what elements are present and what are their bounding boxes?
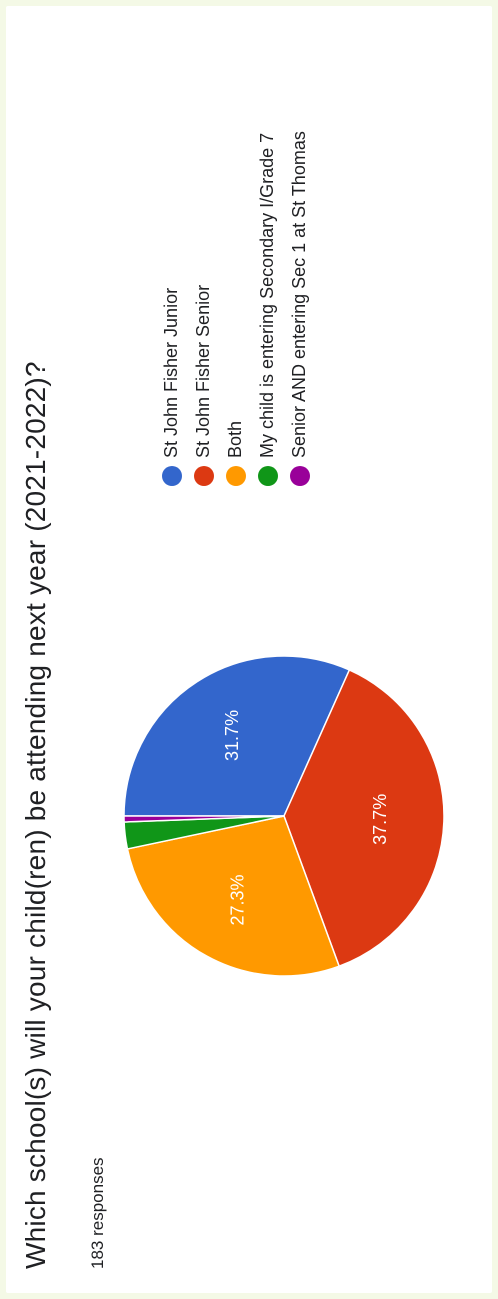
- legend-color-dot: [258, 466, 278, 486]
- legend-label: Senior AND entering Sec 1 at St Thomas: [289, 131, 309, 458]
- pie-slice: [123, 655, 351, 817]
- legend-item: My child is entering Secondary I/Grade 7: [257, 66, 278, 486]
- legend-color-dot: [290, 466, 310, 486]
- legend-label: St John Fisher Junior: [161, 287, 181, 458]
- slice-percent-label: 37.7%: [370, 794, 390, 845]
- legend-item: St John Fisher Senior: [193, 66, 214, 486]
- slice-percent-label: 31.7%: [222, 710, 242, 761]
- pie-slice: [126, 815, 341, 977]
- pie-slice: [283, 668, 445, 968]
- pie-slice: [123, 815, 285, 823]
- legend-label: Both: [225, 420, 245, 458]
- legend-item: Senior AND entering Sec 1 at St Thomas: [289, 66, 310, 486]
- chart-legend: St John Fisher Junior St John Fisher Seni…: [161, 66, 321, 486]
- rotated-content: Which school(s) will your child(ren) be …: [6, 6, 492, 1293]
- pie-chart: 31.7% 37.7% 27.3%: [123, 655, 445, 977]
- response-summary-card: Which school(s) will your child(ren) be …: [6, 6, 492, 1293]
- legend-color-dot: [194, 466, 214, 486]
- legend-label: My child is entering Secondary I/Grade 7: [257, 132, 277, 458]
- legend-item: Both: [225, 66, 246, 486]
- legend-item: St John Fisher Junior: [161, 66, 182, 486]
- legend-color-dot: [226, 466, 246, 486]
- legend-color-dot: [162, 466, 182, 486]
- legend-label: St John Fisher Senior: [193, 284, 213, 458]
- slice-percent-label: 27.3%: [227, 874, 247, 925]
